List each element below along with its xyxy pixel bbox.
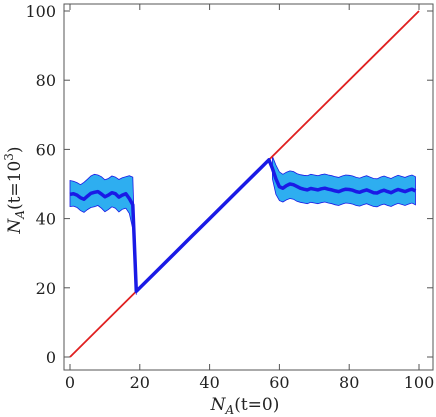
x-axis-title-subscript: A bbox=[225, 403, 235, 417]
mean-series-line bbox=[69, 158, 417, 294]
x-axis-title-symbol: N bbox=[210, 395, 227, 415]
y-tick-label: 0 bbox=[46, 348, 56, 367]
y-tick-label: 20 bbox=[36, 279, 56, 298]
x-tick-label: 20 bbox=[130, 373, 150, 392]
x-tick-label: 60 bbox=[269, 373, 289, 392]
x-tick-label: 80 bbox=[339, 373, 359, 392]
confidence-band bbox=[69, 156, 416, 295]
y-axis-title-close: ) bbox=[5, 146, 25, 153]
x-axis-title: NA(t=0) bbox=[210, 395, 280, 417]
y-axis-title-superscript: 3 bbox=[2, 153, 16, 161]
x-tick-label: 0 bbox=[65, 373, 75, 392]
x-axis-ticks: 0 20 40 60 80 100 bbox=[65, 4, 434, 392]
x-tick-label: 100 bbox=[404, 373, 435, 392]
y-axis-title: NA(t=103) bbox=[2, 146, 27, 234]
y-axis-title-symbol: N bbox=[5, 218, 25, 235]
x-tick-label: 40 bbox=[199, 373, 219, 392]
y-axis-title-rest: (t=10 bbox=[5, 161, 25, 210]
y-tick-label: 100 bbox=[25, 2, 56, 21]
y-axis-ticks: 0 20 40 60 80 100 bbox=[25, 2, 433, 367]
y-tick-label: 80 bbox=[36, 71, 56, 90]
y-tick-label: 60 bbox=[36, 140, 56, 159]
x-axis-title-rest: (t=0) bbox=[234, 395, 279, 415]
plot-frame bbox=[63, 3, 434, 371]
plot-area bbox=[69, 10, 420, 358]
y-axis-title-subscript: A bbox=[13, 210, 27, 220]
y-tick-label: 40 bbox=[36, 210, 56, 229]
